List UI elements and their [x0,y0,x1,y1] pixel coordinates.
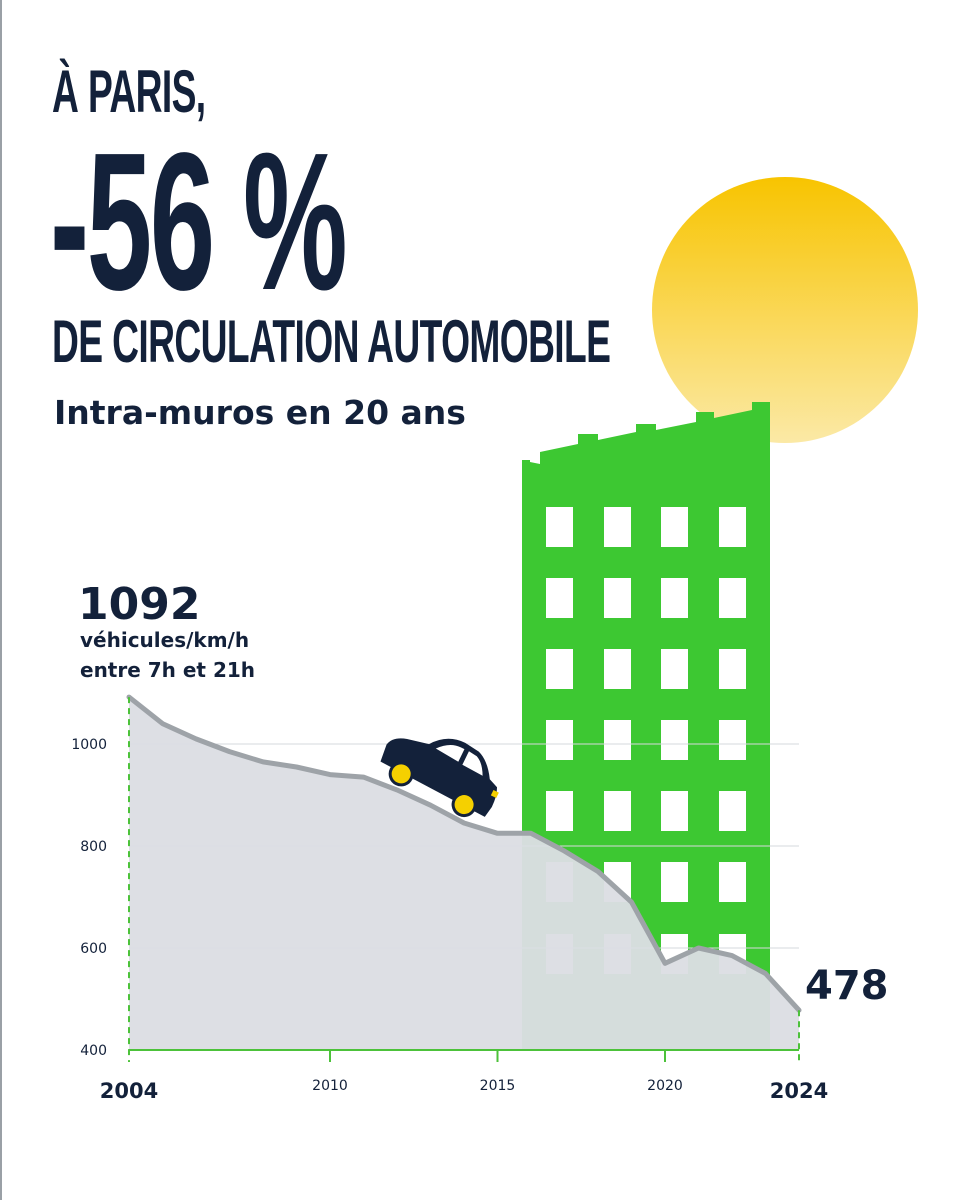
building-window [604,791,631,831]
building-window [546,507,573,547]
headline-percentage: -56 % [50,112,348,331]
building-window [661,578,688,618]
building-window [661,862,688,902]
building-window [719,649,746,689]
building-window [546,791,573,831]
axes: 400 600 800 1000 2004 2010 2015 2020 2024 [71,697,828,1103]
x-tick-label: 2004 [100,1079,158,1103]
building-window [604,649,631,689]
y-tick-label: 600 [80,941,107,957]
series-area [129,697,799,1050]
building-window [719,791,746,831]
building-window [661,507,688,547]
building-window [604,720,631,760]
x-tick-label: 2020 [647,1078,683,1094]
start-timespan-label: entre 7h et 21h [80,658,256,682]
building-window [719,578,746,618]
building-window [719,862,746,902]
y-tick-label: 400 [80,1043,107,1059]
series-line [126,694,802,1013]
headline-scope: Intra-muros en 20 ans [54,393,466,432]
building-window [661,720,688,760]
y-tick-label: 800 [80,839,107,855]
building-window [719,720,746,760]
headline-city: À PARIS, [52,58,206,125]
page-edge-rule [0,0,2,1200]
start-unit-label: véhicules/km/h [80,628,250,652]
x-tick-label: 2010 [312,1078,348,1094]
x-tick-label: 2024 [770,1079,828,1103]
building-window [546,720,573,760]
building-window [661,791,688,831]
sun-illustration [652,177,918,443]
building-window [604,507,631,547]
x-tick-label: 2015 [480,1078,516,1094]
end-value-label: 478 [805,963,889,1009]
building-window [719,507,746,547]
building-window [661,649,688,689]
building-window [546,649,573,689]
building-window [546,578,573,618]
car-icon [380,738,499,818]
building-window [604,578,631,618]
start-value-label: 1092 [78,579,201,630]
headline-subject: DE CIRCULATION AUTOMOBILE [52,308,611,375]
y-tick-label: 1000 [71,737,107,753]
